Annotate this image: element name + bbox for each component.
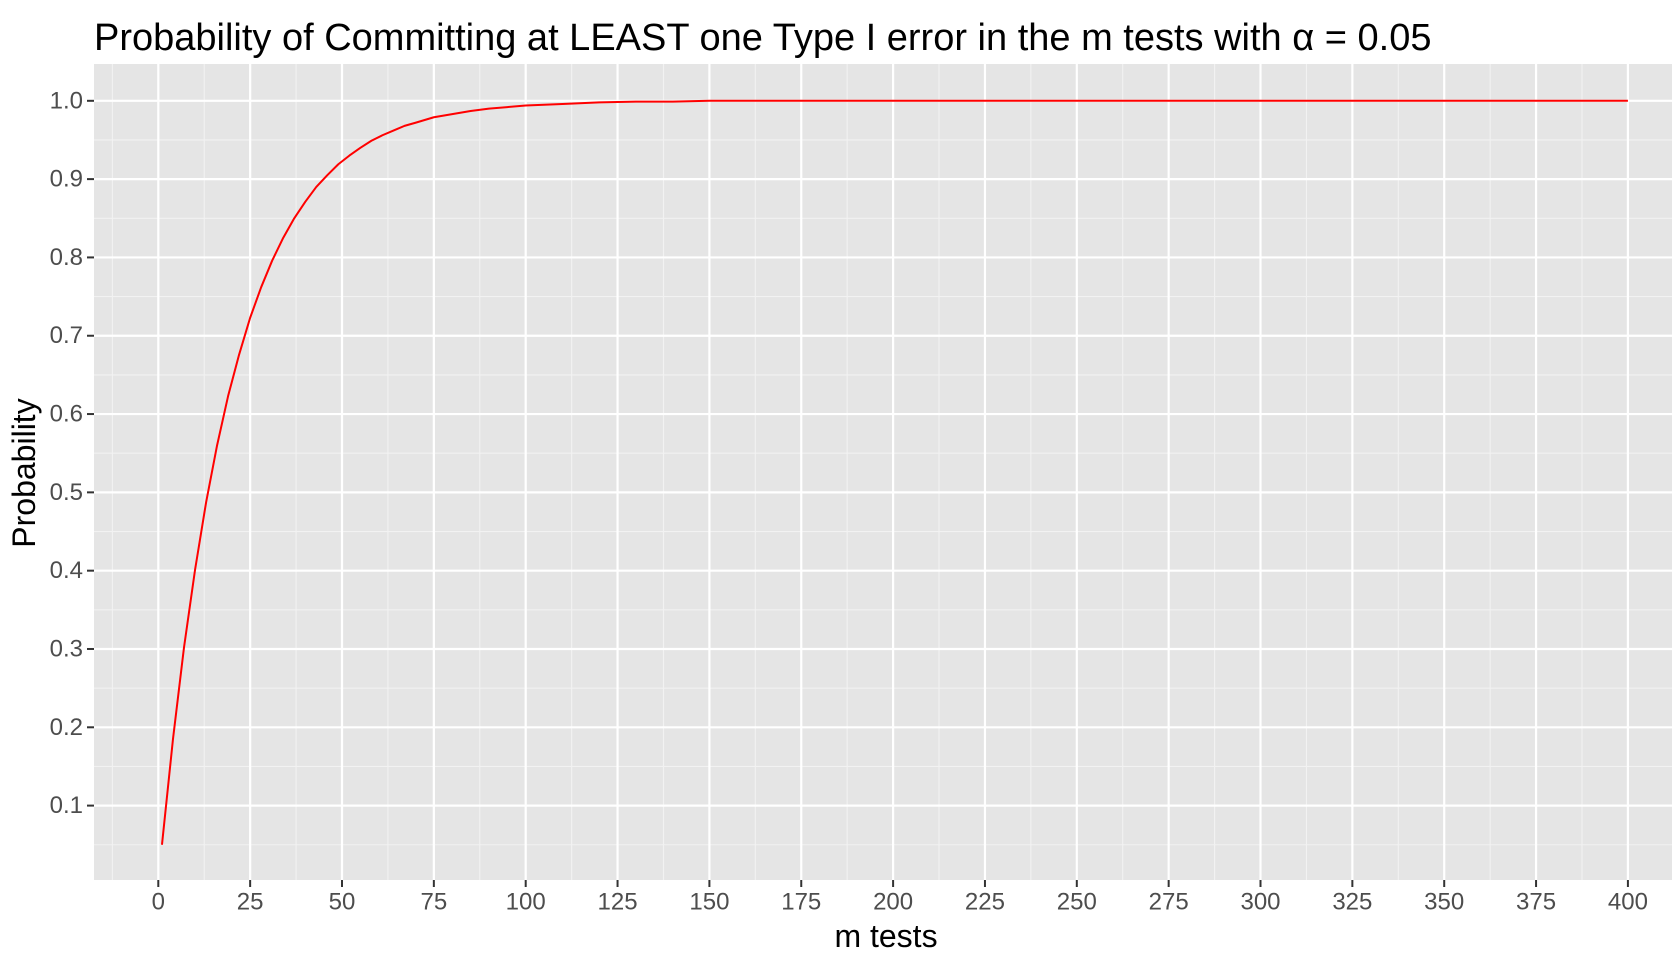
- y-tick-label: 0.8: [50, 244, 83, 271]
- x-tick-label: 225: [965, 889, 1005, 916]
- y-tick-label: 0.1: [50, 792, 83, 819]
- y-tick-label: 0.4: [50, 557, 83, 584]
- y-tick-label: 0.2: [50, 714, 83, 741]
- probability-line: [160, 99, 1628, 845]
- x-tick-label: 200: [873, 889, 913, 916]
- x-tick-label: 400: [1608, 889, 1648, 916]
- x-axis-title: m tests: [834, 918, 937, 954]
- x-tick-label: 100: [506, 889, 546, 916]
- x-tick-label: 175: [781, 889, 821, 916]
- y-tick-label: 0.6: [50, 401, 83, 428]
- x-tick-label: 275: [1149, 889, 1189, 916]
- chart-title: Probability of Committing at LEAST one T…: [94, 17, 1431, 59]
- minor-gridlines: [94, 64, 1672, 880]
- x-tick-label: 350: [1424, 889, 1464, 916]
- y-tick-label: 0.5: [50, 479, 83, 506]
- x-tick-label: 325: [1332, 889, 1372, 916]
- y-axis: 0.1 0.2 0.3 0.4 0.5 0.6 0.7 0.8 0.9 1.0: [50, 87, 94, 819]
- x-tick-label: 0: [152, 889, 165, 916]
- x-tick-label: 75: [420, 889, 447, 916]
- x-axis: 0 25 50 75 100 125 150 175 200 225 250 275 300 325 350…: [152, 880, 1648, 916]
- major-gridlines: [94, 64, 1672, 880]
- y-axis-title: Probability: [6, 398, 42, 547]
- x-tick-label: 125: [598, 889, 638, 916]
- series-layer: [160, 99, 1628, 845]
- y-tick-label: 0.7: [50, 322, 83, 349]
- y-tick-label: 0.3: [50, 635, 83, 662]
- y-tick-label: 1.0: [50, 87, 83, 114]
- x-tick-label: 250: [1057, 889, 1097, 916]
- x-tick-label: 300: [1240, 889, 1280, 916]
- y-tick-label: 0.9: [50, 166, 83, 193]
- x-tick-label: 150: [689, 889, 729, 916]
- x-tick-label: 50: [329, 889, 356, 916]
- x-tick-label: 375: [1516, 889, 1556, 916]
- plot-panel: [94, 64, 1672, 880]
- x-tick-label: 25: [237, 889, 264, 916]
